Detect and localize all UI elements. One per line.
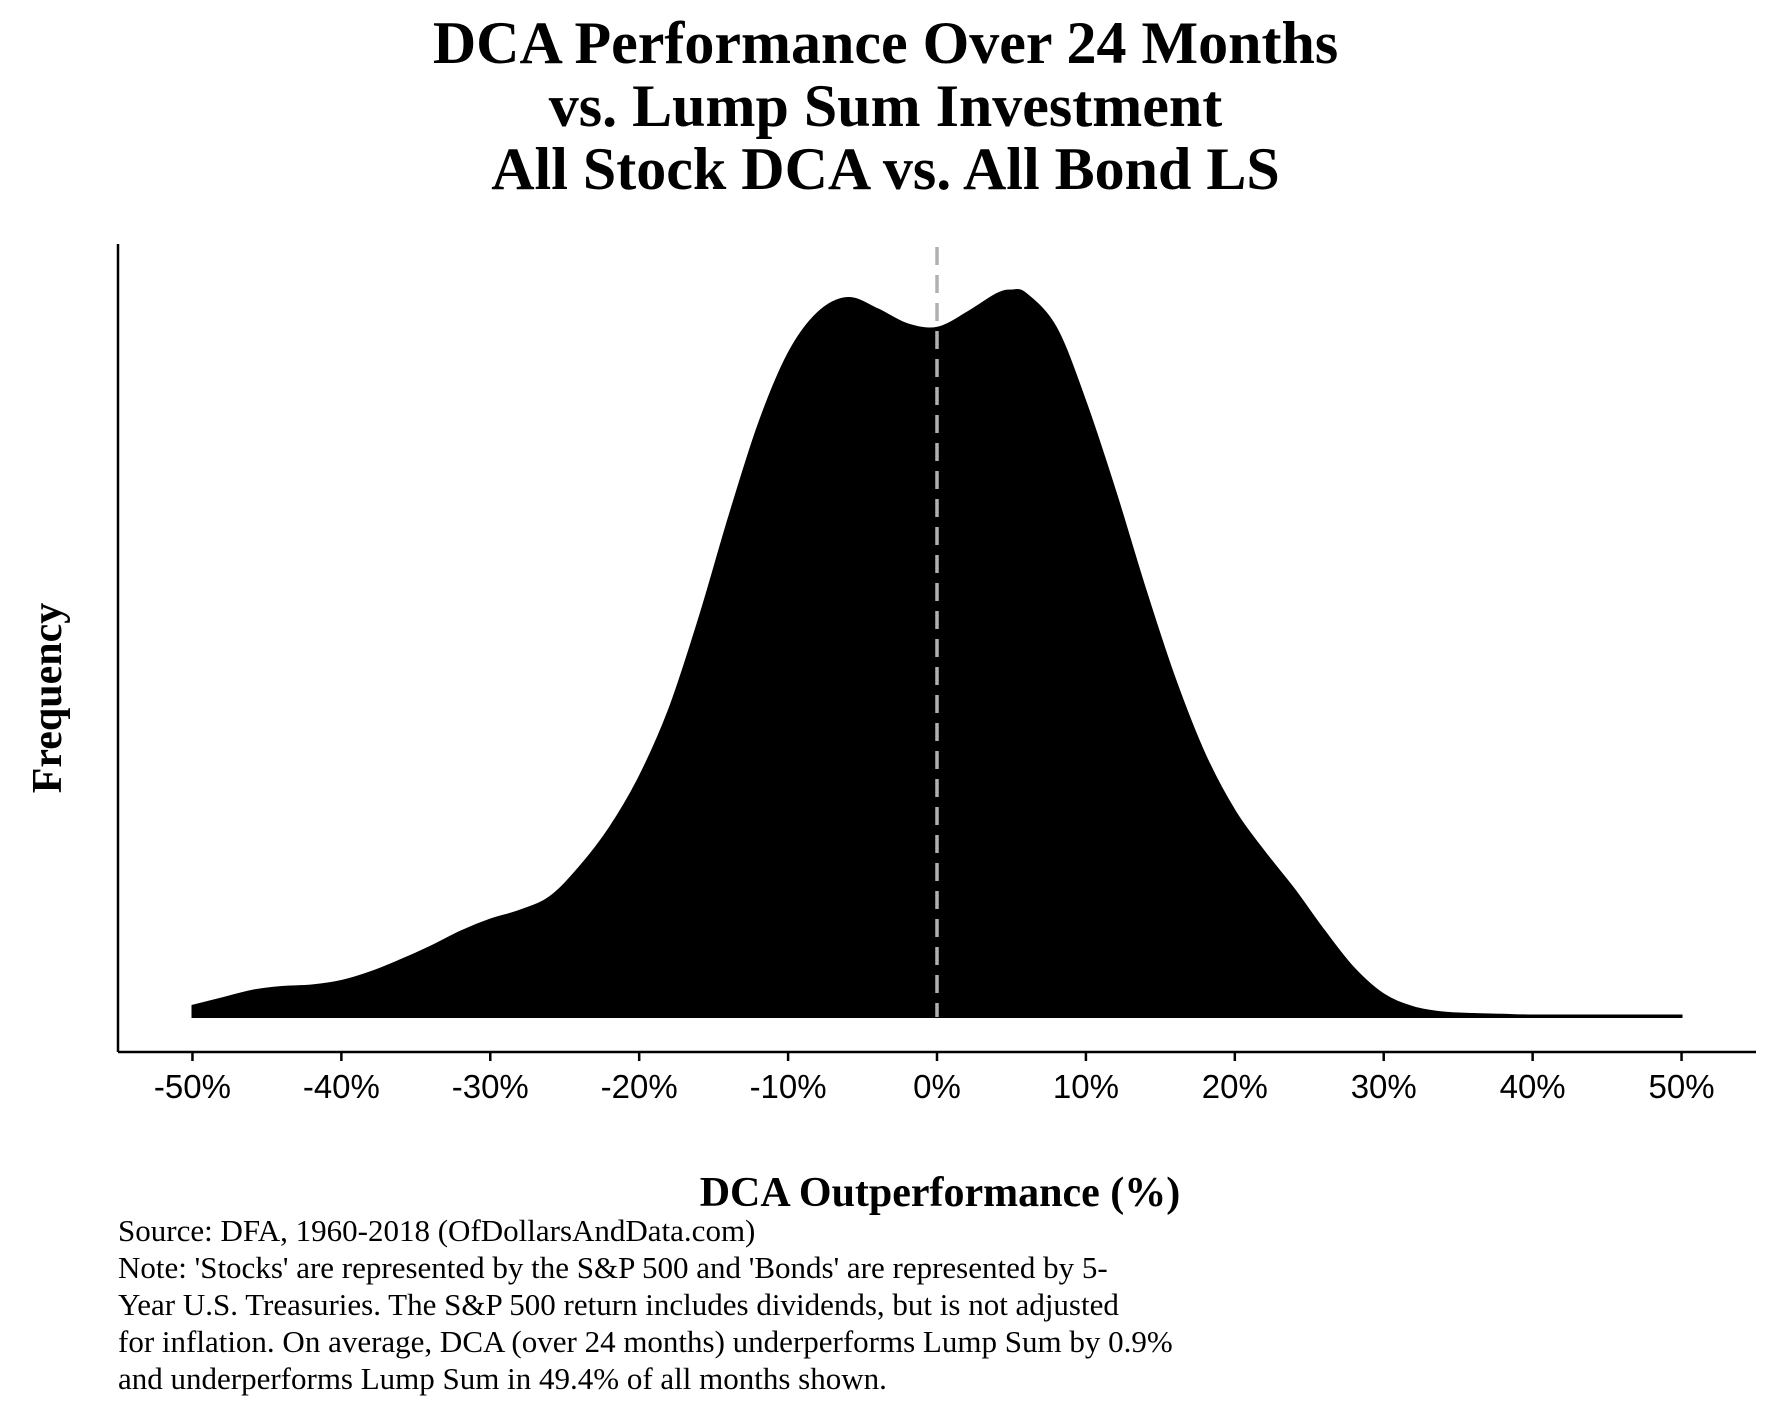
x-tick-label: 0% — [913, 1068, 961, 1105]
x-axis-label: DCA Outperformance (%) — [699, 1170, 1181, 1216]
footnote-note-line-4: and underperforms Lump Sum in 49.4% of a… — [118, 1361, 887, 1396]
footnote: Source: DFA, 1960-2018 (OfDollarsAndData… — [118, 1212, 1173, 1397]
x-tick-label: 10% — [1053, 1068, 1119, 1105]
x-tick-label: 40% — [1500, 1068, 1566, 1105]
x-tick-label: -30% — [452, 1068, 529, 1105]
x-tick-label: -20% — [601, 1068, 678, 1105]
x-tick-label: -50% — [154, 1068, 231, 1105]
chart-title-line-1: DCA Performance Over 24 Months — [432, 10, 1339, 76]
footnote-note-line-2: Year U.S. Treasuries. The S&P 500 return… — [118, 1287, 1119, 1322]
chart-title-line-2: vs. Lump Sum Investment — [548, 73, 1223, 139]
footnote-note-line-1: Note: 'Stocks' are represented by the S&… — [118, 1250, 1108, 1285]
chart-title: DCA Performance Over 24 Months vs. Lump … — [0, 12, 1771, 201]
x-tick-label: 30% — [1351, 1068, 1417, 1105]
y-axis-label: Frequency — [25, 602, 71, 794]
plot-area — [191, 247, 1683, 1018]
x-tick-label: 50% — [1649, 1068, 1715, 1105]
x-tick-label: -40% — [303, 1068, 380, 1105]
x-tick-label: -10% — [750, 1068, 827, 1105]
x-tick-label: 20% — [1202, 1068, 1268, 1105]
axes: -50% -40% -30% -20% -10% 0% 10% 20% 30% 40% 50% — [116, 244, 1756, 1105]
chart-title-line-3: All Stock DCA vs. All Bond LS — [491, 136, 1280, 202]
footnote-note-line-3: for inflation. On average, DCA (over 24 … — [118, 1324, 1173, 1359]
footnote-source: Source: DFA, 1960-2018 (OfDollarsAndData… — [118, 1213, 756, 1248]
